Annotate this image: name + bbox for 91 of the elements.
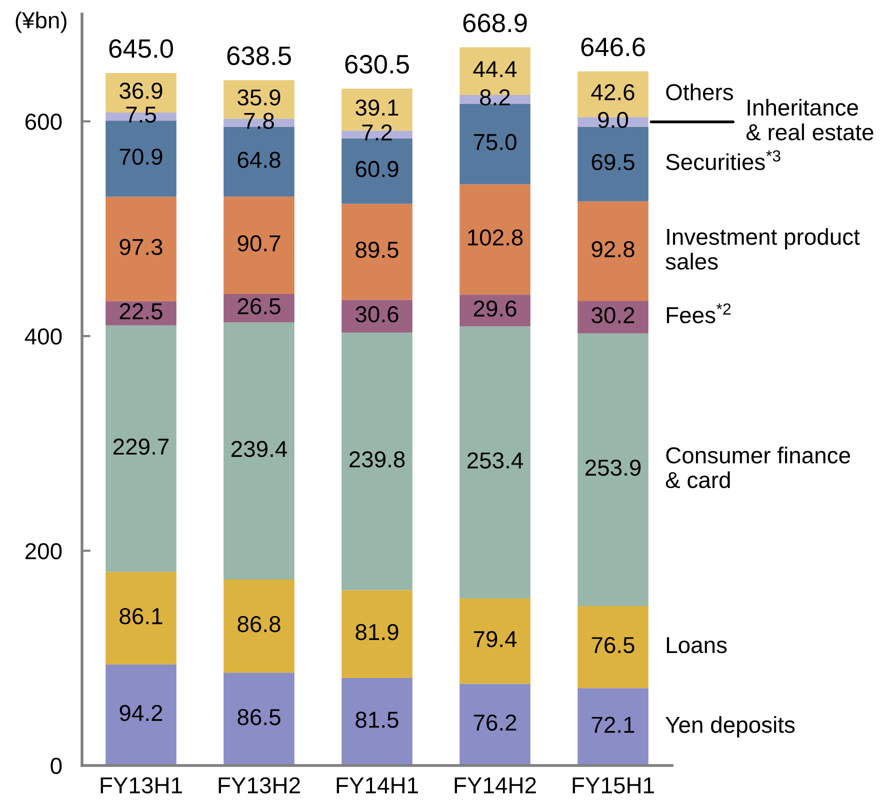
bar bbox=[342, 332, 412, 590]
bar bbox=[106, 664, 176, 766]
bar bbox=[224, 672, 294, 766]
bar bbox=[224, 322, 294, 580]
y-tick-label: 200 bbox=[25, 543, 62, 560]
data-label: 60.9 bbox=[356, 160, 398, 178]
data-label: 26.5 bbox=[238, 298, 280, 314]
data-label: 229.7 bbox=[113, 438, 169, 455]
data-label: 70.9 bbox=[120, 148, 162, 165]
data-label: 7.5 bbox=[126, 106, 156, 123]
total-label: 630.5 bbox=[345, 54, 409, 74]
data-label: 102.8 bbox=[468, 229, 523, 246]
series-label: Securities$^{*3}$ bbox=[666, 150, 780, 170]
bar bbox=[106, 301, 176, 326]
data-label: 9.0 bbox=[598, 112, 628, 128]
data-label: 76.2 bbox=[474, 714, 516, 731]
bar bbox=[578, 201, 648, 301]
data-label: 39.1 bbox=[356, 100, 398, 116]
data-label: 64.8 bbox=[238, 152, 280, 168]
data-label: 81.9 bbox=[356, 624, 398, 640]
data-label: 89.5 bbox=[356, 242, 398, 258]
text: Inheritance & real estate bbox=[746, 98, 874, 140]
data-label: 86.5 bbox=[238, 708, 280, 726]
bar bbox=[342, 678, 412, 766]
data-label: 253.9 bbox=[585, 460, 641, 476]
x-tick-label: FY13H2 bbox=[218, 777, 300, 794]
bar bbox=[342, 590, 412, 678]
bar bbox=[578, 300, 648, 334]
bar bbox=[106, 572, 176, 664]
bar bbox=[106, 196, 176, 302]
data-label: 29.6 bbox=[474, 300, 516, 317]
data-label: 253.4 bbox=[467, 452, 524, 469]
x-tick-label: FY14H2 bbox=[454, 777, 536, 794]
data-label: 30.2 bbox=[592, 307, 634, 324]
data-label: 7.8 bbox=[244, 112, 274, 130]
bar bbox=[224, 196, 294, 294]
bar bbox=[460, 598, 530, 684]
series-label: Others bbox=[666, 84, 734, 100]
bar bbox=[460, 294, 530, 326]
total-label: 638.5 bbox=[227, 46, 291, 66]
bar bbox=[578, 126, 648, 202]
data-label: 35.9 bbox=[238, 89, 280, 106]
data-label: 36.9 bbox=[120, 82, 162, 99]
bar bbox=[342, 204, 412, 300]
series-label: Fees$^{*2}$ bbox=[666, 303, 731, 324]
series-label: Loans bbox=[666, 637, 727, 654]
data-label: 94.2 bbox=[120, 704, 162, 722]
bar bbox=[578, 606, 648, 688]
series-label: Consumer finance & card bbox=[666, 446, 850, 488]
data-label: 86.8 bbox=[238, 616, 280, 632]
series-label: Yen deposits bbox=[666, 716, 795, 738]
data-label: 92.8 bbox=[592, 241, 634, 258]
bar bbox=[460, 326, 530, 598]
total-label: 645.0 bbox=[109, 39, 173, 58]
data-label: 22.5 bbox=[120, 303, 162, 320]
bar bbox=[578, 688, 648, 766]
y-axis-title: (¥bn) bbox=[16, 12, 66, 33]
y-tick-label: 600 bbox=[25, 114, 62, 130]
bar bbox=[342, 300, 412, 333]
data-label: 8.2 bbox=[480, 89, 510, 106]
data-label: 86.1 bbox=[120, 608, 162, 624]
y-tick-label: 400 bbox=[24, 328, 62, 345]
data-label: 239.4 bbox=[231, 440, 288, 458]
bar bbox=[224, 294, 294, 322]
bar bbox=[224, 127, 294, 197]
data-label: 97.3 bbox=[120, 238, 162, 256]
bar bbox=[106, 325, 176, 572]
bar bbox=[578, 333, 648, 606]
data-label: 72.1 bbox=[592, 716, 634, 733]
data-label: 30.6 bbox=[356, 306, 398, 322]
data-label: 90.7 bbox=[238, 235, 280, 252]
bar bbox=[460, 684, 530, 766]
data-label: 44.4 bbox=[473, 61, 517, 78]
total-label: 646.6 bbox=[581, 38, 645, 56]
data-label: 69.5 bbox=[592, 154, 634, 170]
data-label: 81.5 bbox=[356, 712, 398, 728]
bar bbox=[460, 184, 530, 295]
data-label: 7.2 bbox=[362, 124, 392, 140]
total-label: 668.9 bbox=[463, 14, 527, 32]
data-label: 42.6 bbox=[591, 84, 634, 100]
y-tick-label: 0 bbox=[50, 758, 62, 774]
data-label: 75.0 bbox=[474, 134, 516, 150]
x-tick-label: FY14H1 bbox=[336, 777, 418, 794]
x-tick-label: FY13H1 bbox=[100, 777, 182, 794]
bar bbox=[224, 579, 294, 673]
data-label: 79.4 bbox=[474, 630, 517, 648]
bar bbox=[460, 104, 530, 184]
data-label: 239.8 bbox=[349, 451, 405, 468]
x-tick-label: FY15H1 bbox=[572, 777, 654, 794]
data-label: 76.5 bbox=[592, 636, 634, 654]
series-label: Investment product sales bbox=[666, 228, 860, 270]
